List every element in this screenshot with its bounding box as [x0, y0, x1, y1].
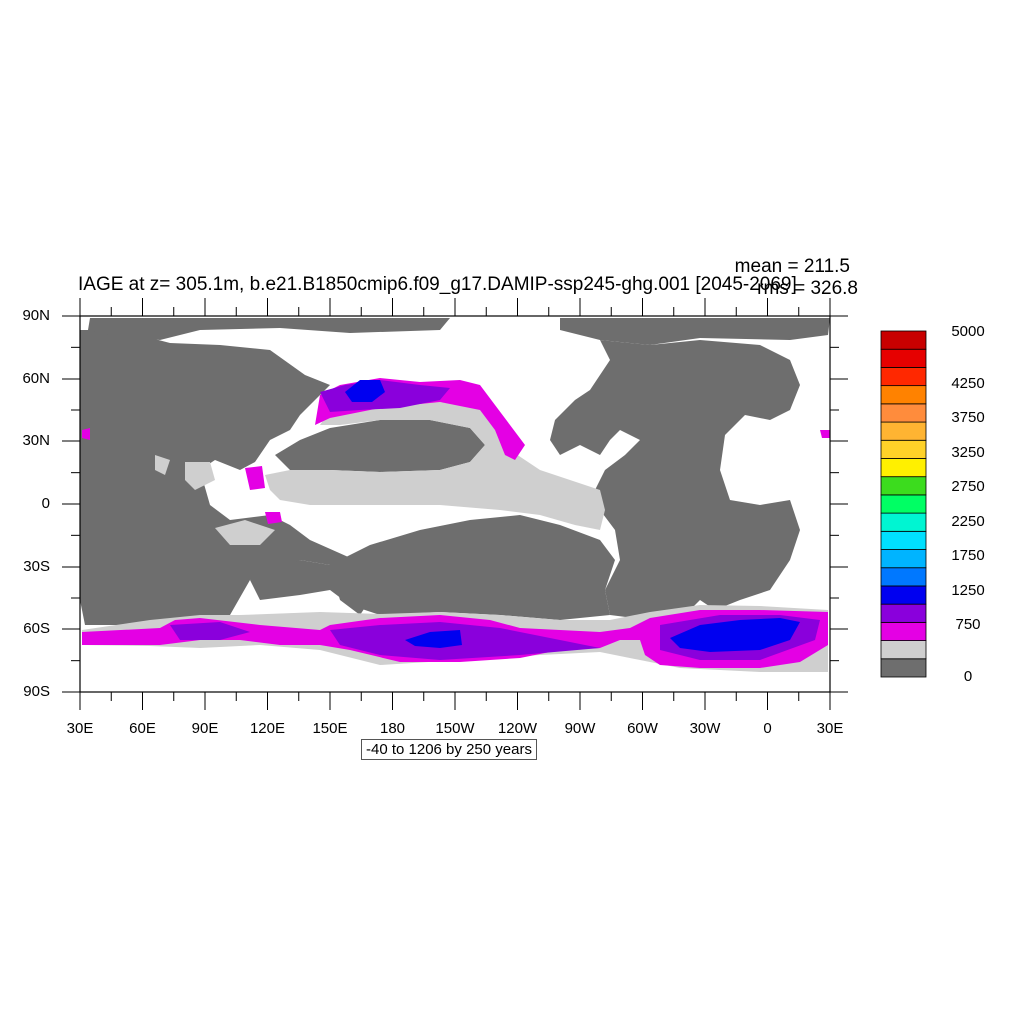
level-0-250-small2 — [185, 462, 215, 490]
contour-info-box: -40 to 1206 by 250 years — [361, 739, 537, 760]
colorbar-box — [880, 621, 927, 641]
land-central-south — [250, 515, 615, 620]
lat-label-30n: 30N — [22, 432, 50, 449]
colorbar-box — [880, 494, 927, 514]
colorbar-label: 1750 — [951, 547, 985, 564]
level-250-500-small-e — [820, 430, 830, 438]
land-eurasia — [80, 330, 370, 625]
colorbar-label: 3250 — [951, 444, 985, 461]
colorbar-box — [880, 658, 927, 678]
lon-label: 180 — [379, 720, 406, 737]
level-750-1000-npacific — [345, 380, 385, 402]
colorbar-box — [880, 403, 927, 423]
lon-label: 90E — [191, 720, 219, 737]
colorbar-label: 5000 — [951, 323, 985, 340]
level-250-500-indian2 — [265, 512, 282, 524]
minor-ticks — [71, 307, 839, 701]
lat-label-30s: 30S — [23, 558, 50, 575]
level-500-750-southern2 — [330, 622, 600, 660]
lon-label: 120W — [497, 720, 538, 737]
lon-ticks — [79, 298, 831, 710]
level-250-500-indian1 — [245, 466, 265, 490]
lon-label: 120E — [249, 720, 286, 737]
lat-label-0: 0 — [41, 495, 50, 512]
lon-label: 150W — [435, 720, 475, 737]
land-north-america — [550, 340, 800, 620]
lon-label: 60E — [129, 720, 156, 737]
level-0-250-small — [155, 455, 170, 475]
lon-label: 0 — [763, 720, 772, 737]
colorbar-label: 2750 — [951, 478, 985, 495]
colorbar-box — [880, 585, 927, 605]
colorbar-box — [880, 567, 927, 587]
land-arctic-east — [560, 318, 830, 345]
colorbar-label: 4250 — [951, 375, 985, 392]
land-pacific-north — [275, 420, 485, 472]
lat-ticks — [62, 315, 848, 693]
level-250-500-small-w — [82, 428, 90, 440]
level-0-250-equatorial — [265, 402, 605, 530]
lon-label: 30W — [689, 720, 721, 737]
colorbar-label: 1250 — [951, 582, 985, 599]
colorbar-label: 2250 — [951, 513, 985, 530]
colorbar-box — [880, 421, 927, 441]
lon-label: 150E — [312, 720, 348, 737]
lat-label-60n: 60N — [22, 370, 50, 387]
lon-label: 60W — [627, 720, 658, 737]
level-750-1000-southern1 — [405, 630, 462, 648]
lat-label-90n: 90N — [22, 307, 50, 324]
colorbar-label: 750 — [955, 616, 981, 633]
colorbar-box — [880, 603, 927, 623]
level-750-1000-southern2 — [670, 618, 800, 652]
land-arctic — [88, 318, 450, 340]
lon-label: 30E — [816, 720, 844, 737]
colorbar-box — [880, 458, 927, 478]
level-0-250-indian — [215, 520, 275, 545]
rms-value: rms = 326.8 — [757, 278, 858, 299]
colorbar-label: 3750 — [951, 409, 985, 426]
colorbar-box — [880, 512, 927, 532]
lat-label-90s: 90S — [23, 683, 50, 700]
colorbar-label: 0 — [963, 668, 973, 685]
colorbar-box — [880, 348, 927, 368]
level-500-750-southern1 — [170, 622, 250, 640]
colorbar-box — [880, 439, 927, 459]
colorbar-box — [880, 640, 927, 660]
colorbar-box — [880, 385, 927, 405]
mean-value: mean = 211.5 — [734, 256, 850, 277]
lat-label-60s: 60S — [23, 620, 50, 637]
colorbar-box — [880, 549, 927, 569]
colorbar — [880, 330, 927, 678]
colorbar-box — [880, 476, 927, 496]
colorbar-box — [880, 367, 927, 387]
lon-label: 90W — [564, 720, 596, 737]
plot-title: IAGE at z= 305.1m, b.e21.B1850cmip6.f09_… — [78, 274, 797, 295]
colorbar-box — [880, 530, 927, 550]
colorbar-box — [880, 330, 927, 350]
lon-label: 30E — [66, 720, 94, 737]
